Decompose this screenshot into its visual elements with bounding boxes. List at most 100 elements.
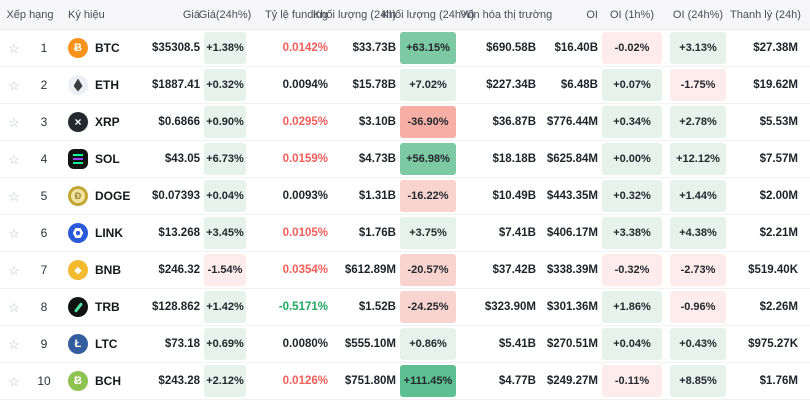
- price-cell: $243.28: [158, 375, 200, 387]
- funding-cell: -0.5171%: [278, 301, 328, 313]
- favorite-star-icon[interactable]: ☆: [8, 373, 20, 389]
- volume-24h-cell: $33.73B: [352, 42, 396, 54]
- liquidation-24h-cell: $7.57M: [759, 153, 798, 165]
- symbol-cell[interactable]: TRB: [60, 289, 145, 325]
- favorite-cell: ☆: [0, 215, 28, 251]
- market-cap-cell: $4.77B: [498, 375, 536, 387]
- funding-cell: 0.0295%: [282, 116, 328, 128]
- funding-cell: 0.0159%: [282, 153, 328, 165]
- oi-1h-pct-cell: +0.34%: [598, 104, 666, 140]
- favorite-star-icon[interactable]: ☆: [8, 77, 20, 93]
- symbol-cell[interactable]: Ł LTC: [60, 326, 145, 362]
- funding-cell: 0.0093%: [282, 190, 328, 202]
- symbol-cell[interactable]: Ƀ BCH: [60, 363, 145, 399]
- volume-24h-pct-pill: +3.75%: [400, 217, 456, 249]
- favorite-star-icon[interactable]: ☆: [8, 336, 20, 352]
- rank-cell: 8: [28, 289, 60, 325]
- price-24h-cell: +0.04%: [200, 178, 250, 214]
- header-liquidation-24h[interactable]: Thanh lý (24h): [730, 8, 801, 21]
- price-cell: $0.07393: [152, 190, 200, 202]
- symbol-cell[interactable]: Ð DOGE: [60, 178, 145, 214]
- market-cap-cell: $227.34B: [486, 79, 536, 91]
- favorite-star-icon[interactable]: ☆: [8, 40, 20, 56]
- rank-cell: 1: [28, 30, 60, 66]
- link-hexagon-inner: [75, 230, 81, 236]
- table-row-link[interactable]: ☆ 6 LINK $13.268 +3.45% 0.0105% $1.76B +3.75% $7…: [0, 215, 810, 252]
- table-row-btc[interactable]: ☆ 1 Ƀ BTC $35308.5 +1.38% 0.0142% $33.73B +63.15…: [0, 30, 810, 67]
- oi-24h-pct-cell: +3.13%: [666, 30, 730, 66]
- table-row-xrp[interactable]: ☆ 3 × XRP $0.6866 +0.90% 0.0295% $3.10B -36.90% $…: [0, 104, 810, 141]
- volume-24h-pct-cell: -20.57%: [396, 252, 460, 288]
- price-24h-pill: +0.32%: [204, 69, 246, 101]
- volume-24h-pct-cell: +3.75%: [396, 215, 460, 251]
- market-cap-cell: $5.41B: [498, 338, 536, 350]
- market-cap-cell: $7.41B: [498, 227, 536, 239]
- table-row-doge[interactable]: ☆ 5 Ð DOGE $0.07393 +0.04% 0.0093% $1.31B -16.22…: [0, 178, 810, 215]
- volume-24h-cell: $1.52B: [358, 301, 396, 313]
- header-price-24h[interactable]: Giá(24h%): [198, 8, 252, 21]
- liquidation-24h-cell: $2.21M: [759, 227, 798, 239]
- favorite-star-icon[interactable]: ☆: [8, 151, 20, 167]
- header-oi-24h-pct[interactable]: OI (24h%): [672, 8, 724, 21]
- header-price[interactable]: Giá: [182, 8, 200, 21]
- table-row-sol[interactable]: ☆ 4 SOL $43.05 +6.73% 0.0159% $4.73B +56.98% $18…: [0, 141, 810, 178]
- volume-24h-pct-cell: +111.45%: [396, 363, 460, 399]
- price-24h-pill: +3.45%: [204, 217, 246, 249]
- symbol-cell[interactable]: ◆ BNB: [60, 252, 145, 288]
- favorite-star-icon[interactable]: ☆: [8, 188, 20, 204]
- table-row-eth[interactable]: ☆ 2 ETH $1887.41 +0.32% 0.0094% $15.78B +7.02% $…: [0, 67, 810, 104]
- bch-coin-icon: Ƀ: [68, 371, 88, 391]
- rank-value: 7: [40, 263, 48, 277]
- volume-24h-cell: $15.78B: [352, 79, 396, 91]
- symbol-cell[interactable]: × XRP: [60, 104, 145, 140]
- oi-1h-pct-cell: -0.11%: [598, 363, 666, 399]
- price-24h-cell: +0.69%: [200, 326, 250, 362]
- price-cell: $128.862: [152, 301, 200, 313]
- price-24h-cell: +0.90%: [200, 104, 250, 140]
- table-row-ltc[interactable]: ☆ 9 Ł LTC $73.18 +0.69% 0.0080% $555.10M +0.86% $…: [0, 326, 810, 363]
- table-row-bch[interactable]: ☆ 10 Ƀ BCH $243.28 +2.12% 0.0126% $751.80M +111.…: [0, 363, 810, 400]
- favorite-star-icon[interactable]: ☆: [8, 262, 20, 278]
- header-volume-24h-pct[interactable]: Khối lượng (24h%): [381, 8, 475, 21]
- market-cap-cell: $36.87B: [492, 116, 536, 128]
- favorite-cell: ☆: [0, 252, 28, 288]
- liquidation-24h-cell: $27.38M: [753, 42, 798, 54]
- header-market-cap[interactable]: Vốn hóa thị trường: [460, 8, 553, 21]
- favorite-star-icon[interactable]: ☆: [8, 299, 20, 315]
- table-body: ☆ 1 Ƀ BTC $35308.5 +1.38% 0.0142% $33.73B +63.15…: [0, 30, 810, 400]
- market-cap-cell: $10.49B: [492, 190, 536, 202]
- header-rank[interactable]: Xếp hạng: [6, 8, 54, 21]
- market-cap-cell: $323.90M: [484, 301, 536, 313]
- rank-value: 9: [40, 337, 48, 351]
- volume-24h-pct-cell: +7.02%: [396, 67, 460, 103]
- oi-cell: $625.84M: [546, 153, 598, 165]
- table-row-bnb[interactable]: ☆ 7 ◆ BNB $246.32 -1.54% 0.0354% $612.89M -20.57…: [0, 252, 810, 289]
- table-row-trb[interactable]: ☆ 8 TRB $128.862 +1.42% -0.5171% $1.52B -24.25%…: [0, 289, 810, 326]
- oi-24h-pct-pill: +8.85%: [670, 365, 726, 397]
- header-volume-24h[interactable]: Khối lượng (24h): [312, 8, 396, 21]
- symbol-cell[interactable]: Ƀ BTC: [60, 30, 145, 66]
- favorite-cell: ☆: [0, 363, 28, 399]
- header-funding[interactable]: Tỷ lệ funding: [265, 8, 328, 21]
- volume-24h-pct-cell: +0.86%: [396, 326, 460, 362]
- oi-24h-pct-cell: -1.75%: [666, 67, 730, 103]
- oi-1h-pct-cell: +1.86%: [598, 289, 666, 325]
- symbol-cell[interactable]: SOL: [60, 141, 145, 177]
- rank-value: 3: [40, 115, 48, 129]
- favorite-star-icon[interactable]: ☆: [8, 114, 20, 130]
- oi-24h-pct-cell: +8.85%: [666, 363, 730, 399]
- header-oi-1h-pct[interactable]: OI (1h%): [609, 8, 654, 21]
- symbol-label: LINK: [95, 226, 123, 240]
- header-oi[interactable]: OI: [586, 8, 598, 21]
- symbol-label: LTC: [95, 337, 118, 351]
- oi-24h-pct-pill: -2.73%: [670, 254, 726, 286]
- price-24h-cell: -1.54%: [200, 252, 250, 288]
- volume-24h-pct-pill: +7.02%: [400, 69, 456, 101]
- volume-24h-pct-cell: +63.15%: [396, 30, 460, 66]
- liquidation-24h-cell: $519.40K: [748, 264, 798, 276]
- header-symbol[interactable]: Ký hiệu: [68, 8, 105, 21]
- symbol-cell[interactable]: ETH: [60, 67, 145, 103]
- price-cell: $35308.5: [152, 42, 200, 54]
- symbol-cell[interactable]: LINK: [60, 215, 145, 251]
- favorite-star-icon[interactable]: ☆: [8, 225, 20, 241]
